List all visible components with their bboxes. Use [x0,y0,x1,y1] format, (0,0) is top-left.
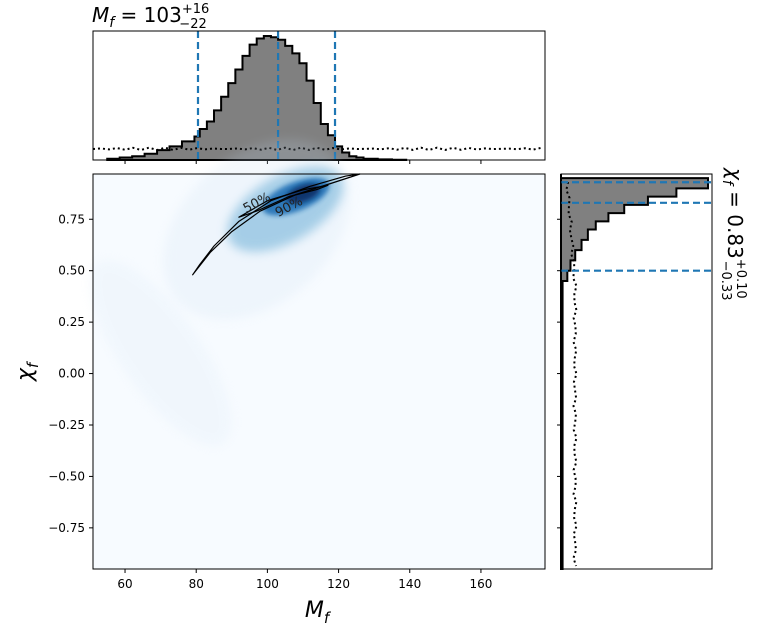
mass-prior-curve [92,146,542,152]
y-tick-label: −0.50 [48,469,85,483]
x-tick-label: 100 [256,577,279,591]
y-axis-label: χf [13,360,42,382]
x-tick-label: 60 [117,577,132,591]
x-tick-label: 160 [469,577,492,591]
contour-90pct [192,173,361,276]
x-tick-label: 140 [398,577,421,591]
spin-marginal-title: χf = 0.83+0.10−0.33 [718,167,748,300]
y-tick-label: −0.25 [48,418,85,432]
y-tick-label: 0.75 [58,212,85,226]
density-heatmap [89,139,351,446]
joint-panel: 50% 90% 60 80 100 120 140 160 −0.75−0.50−0.250… [13,139,546,627]
x-tick-label: 120 [327,577,350,591]
y-tick-label: 0.25 [58,315,85,329]
y-tick-label: 0.50 [58,264,85,278]
contour-50pct [238,184,329,218]
y-tick-label: 0.00 [58,367,85,381]
y-axis-ticks: −0.75 −0.50 −0.25 0.00 0.25 0.50 0.75 [48,212,93,535]
x-axis-label: Mf [305,598,332,627]
mass-marginal-panel: Mf = 103+16 −22 [92,2,546,164]
spin-marginal-panel: χf = 0.83+0.10−0.33 [557,167,748,570]
density-tail [89,260,232,446]
spin-prior-curve [565,181,578,567]
mass-histogram-bars [106,35,408,161]
mass-histogram [106,35,408,161]
spin-histogram [560,174,709,570]
mass-marginal-title: Mf = 103+16 −22 [92,2,209,32]
joint-frame [92,173,546,570]
x-tick-label: 80 [189,577,204,591]
spin-marginal-ticks [557,218,561,529]
y-tick-label: −0.75 [48,521,85,535]
spin-quantile-lines [561,181,712,272]
x-axis-ticks: 60 80 100 120 140 160 [117,569,492,591]
spin-marginal-frame [560,173,713,570]
spin-histogram-bars [560,174,709,570]
